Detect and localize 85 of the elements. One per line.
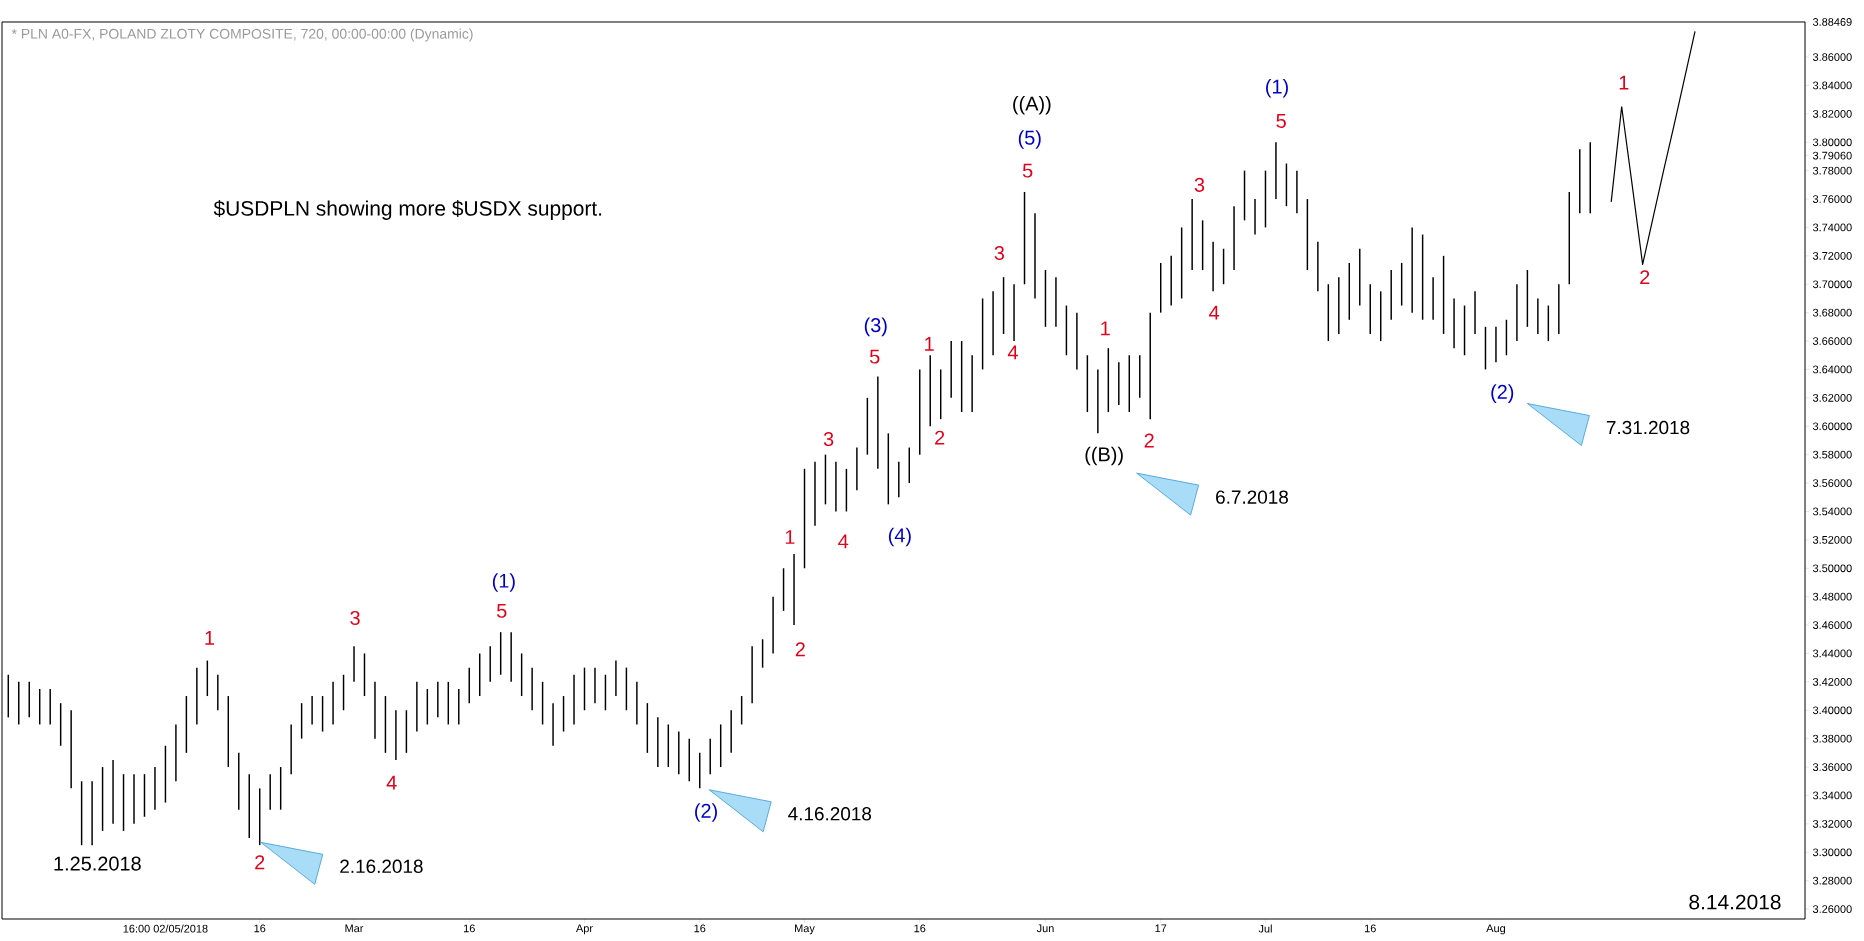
annotation: 2 — [1144, 433, 1154, 448]
annotation: 1 — [785, 530, 795, 544]
x-tick-label: 16 — [694, 924, 706, 933]
y-tick-label: 3.66000 — [1812, 337, 1852, 345]
y-tick-label: 3.26000 — [1812, 905, 1852, 913]
y-tick-label: 3.82000 — [1812, 109, 1852, 118]
y-tick-label: 3.72000 — [1812, 251, 1852, 260]
annotation: ((B)) — [1085, 446, 1123, 466]
x-tick-label: Jul — [1258, 924, 1272, 933]
annotation: 2 — [255, 855, 265, 870]
annotation: 2 — [795, 642, 805, 657]
x-tick-label: 16:00 02/05/2018 — [123, 924, 208, 933]
annotation: 5 — [1022, 163, 1033, 178]
y-tick-label: 3.56000 — [1812, 479, 1852, 487]
annotation: 5 — [869, 349, 880, 364]
y-tick-label: 3.34000 — [1812, 791, 1852, 800]
annotation: 4.16.2018 — [788, 807, 872, 821]
y-tick-label: 3.84000 — [1812, 81, 1852, 90]
annotation: (5) — [1018, 130, 1041, 149]
y-tick-label: 3.78000 — [1812, 166, 1852, 175]
y-tick-label: 3.52000 — [1812, 535, 1852, 544]
y-tick-label: 3.68000 — [1812, 308, 1852, 317]
y-tick-label: 3.86000 — [1812, 53, 1852, 61]
chart-title: * PLN A0-FX, POLAND ZLOTY COMPOSITE, 720, 00:00-00:00 (Dynamic) — [11, 28, 473, 42]
annotation: 2.16.2018 — [340, 859, 423, 874]
y-tick-label: 3.76000 — [1812, 195, 1852, 203]
x-tick-label: 16 — [254, 924, 266, 933]
annotation: 4 — [838, 534, 849, 549]
annotation: 1.25.2018 — [54, 856, 141, 871]
annotation: (2) — [695, 803, 717, 822]
annotation: 5 — [1276, 114, 1286, 128]
annotation: (2) — [1491, 384, 1514, 403]
y-tick-label: 3.46000 — [1812, 621, 1852, 629]
annotation: (1) — [1266, 79, 1288, 98]
x-tick-label: 17 — [1155, 924, 1167, 933]
y-tick-label: 3.74000 — [1812, 223, 1852, 232]
y-tick-label: 3.28000 — [1812, 876, 1852, 885]
annotation: ((A)) — [1013, 96, 1051, 115]
y-tick-label: 3.38000 — [1812, 734, 1852, 743]
y-tick-label: 3.32000 — [1812, 819, 1852, 828]
annotation: 1 — [925, 337, 934, 351]
x-tick-label: Aug — [1486, 924, 1506, 935]
x-tick-label: 16 — [914, 924, 926, 933]
annotation: 1 — [1619, 75, 1629, 90]
y-tick-label: 3.70000 — [1812, 280, 1852, 289]
y-tick-label: 3.60000 — [1812, 422, 1852, 431]
annotation: 1 — [1101, 321, 1110, 336]
y-tick-label: 3.58000 — [1812, 450, 1852, 459]
y-tick-label: 3.44000 — [1812, 649, 1852, 658]
annotation: 3 — [994, 245, 1005, 261]
annotation: 2 — [935, 430, 945, 445]
y-tick-label: 3.48000 — [1812, 592, 1852, 601]
y-tick-label: 3.42000 — [1812, 677, 1852, 686]
y-tick-label: 3.36000 — [1812, 763, 1852, 771]
y-tick-label: 3.62000 — [1812, 393, 1852, 402]
x-tick-label: 16 — [1364, 924, 1376, 933]
annotation: $USDPLN showing more $USDX support. — [213, 200, 602, 220]
annotation: 3 — [1194, 177, 1205, 192]
x-tick-label: Jun — [1036, 924, 1054, 933]
x-tick-label: 16 — [463, 924, 475, 933]
y-tick-label: 3.54000 — [1812, 507, 1852, 516]
annotation: 3 — [823, 431, 834, 447]
annotation: (1) — [492, 573, 515, 592]
annotation: 8.14.2018 — [1689, 894, 1781, 910]
annotation: 1 — [205, 630, 215, 645]
annotation: 4 — [386, 775, 397, 790]
annotation: 4 — [1007, 345, 1018, 360]
annotation: 7.31.2018 — [1606, 420, 1690, 435]
y-tick-label: 3.88469 — [1812, 18, 1852, 26]
x-tick-label: May — [795, 924, 815, 935]
y-tick-label: 3.79060 — [1812, 151, 1852, 160]
y-tick-label: 3.50000 — [1812, 564, 1852, 573]
y-tick-label: 3.64000 — [1812, 365, 1852, 374]
annotation: 6.7.2018 — [1216, 490, 1288, 504]
x-tick-label: Apr — [575, 924, 593, 935]
annotation: 2 — [1640, 270, 1650, 285]
annotation: (4) — [888, 527, 911, 547]
annotation: (3) — [864, 317, 887, 337]
x-tick-label: Mar — [345, 924, 364, 933]
annotation: 5 — [496, 603, 507, 618]
y-tick-label: 3.30000 — [1812, 848, 1852, 857]
y-tick-label: 3.80000 — [1812, 138, 1852, 147]
annotation: 4 — [1209, 305, 1220, 320]
y-tick-label: 3.40000 — [1812, 706, 1852, 715]
annotation: 3 — [350, 610, 360, 625]
